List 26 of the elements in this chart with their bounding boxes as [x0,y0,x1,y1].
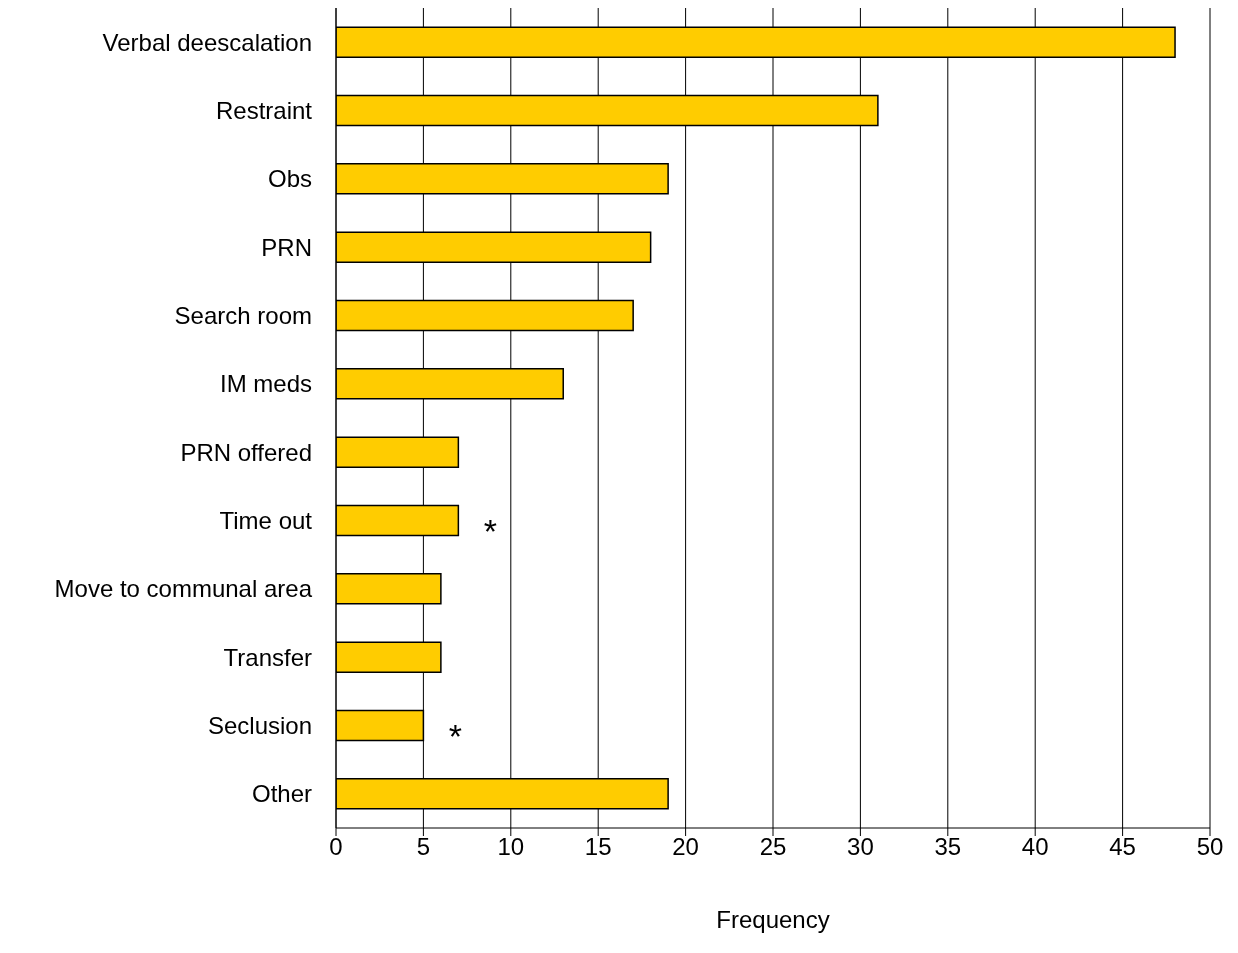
y-tick-label: Other [251,780,312,808]
y-tick-label: PRN offered [180,438,312,466]
y-tick-label: Transfer [223,643,312,671]
x-tick-label: 5 [416,833,431,861]
x-tick-label: 30 [847,833,874,861]
y-tick-label: Verbal deescalation [102,28,312,56]
y-tick-label: IM meds [219,370,312,398]
x-tick-label: 25 [759,833,787,861]
y-tick-label: Search room [174,302,312,330]
x-axis-title: Frequency [716,906,830,933]
x-tick-label: 35 [934,833,962,861]
y-tick-label: PRN [261,233,312,261]
y-tick-label: Move to communal area [54,575,313,603]
y-tick-label: Obs [267,165,312,193]
x-tick-label: 50 [1196,833,1224,861]
y-tick-label: Restraint [215,97,313,125]
annotation: * [448,716,463,755]
y-tick-label: Time out [219,507,313,535]
x-tick-label: 20 [672,833,699,861]
x-tick-label: 10 [497,833,525,861]
x-tick-label: 0 [329,833,343,861]
annotation: * [483,511,497,550]
x-tick-label: 40 [1021,833,1049,861]
x-tick-label: 15 [584,833,612,861]
x-tick-label: 45 [1109,833,1136,861]
y-tick-label: Seclusion [207,712,312,740]
